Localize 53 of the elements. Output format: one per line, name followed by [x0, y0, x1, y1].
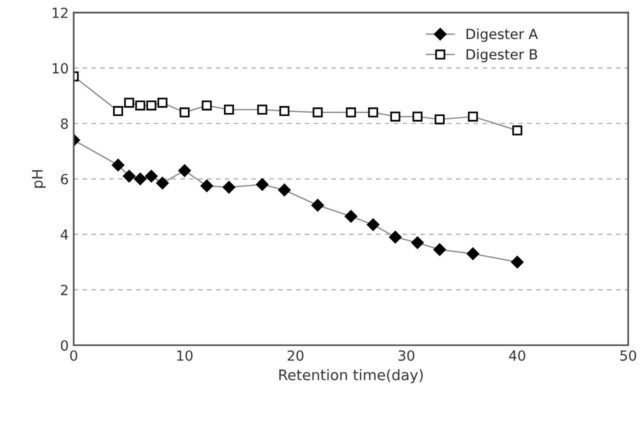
point: [346, 107, 356, 118]
point: [145, 170, 158, 182]
y-tick-label: 4: [60, 230, 68, 240]
point: [156, 176, 169, 190]
point: [344, 210, 358, 223]
point: [124, 98, 134, 108]
point: [178, 164, 191, 177]
point: [279, 106, 290, 116]
point: [256, 178, 268, 191]
x-tick-label: 50: [620, 350, 636, 361]
y-tick-label: 8: [60, 118, 68, 129]
point: [113, 106, 124, 116]
y-tick-label: 0: [60, 340, 68, 351]
x-tick-label: 10: [177, 350, 193, 361]
point: [512, 125, 522, 136]
legend-label: Digester B: [466, 48, 538, 62]
point: [433, 243, 446, 256]
point: [122, 170, 136, 182]
point: [312, 107, 323, 118]
point: [180, 107, 190, 118]
x-tick-label: 0: [70, 350, 78, 361]
point: [411, 236, 424, 249]
point: [112, 158, 124, 172]
point: [389, 230, 402, 244]
point: [135, 100, 146, 110]
point: [466, 248, 480, 260]
point: [278, 184, 291, 196]
point: [157, 98, 168, 108]
point: [366, 218, 380, 231]
point: [390, 112, 400, 122]
point: [222, 181, 236, 194]
point: [134, 172, 146, 186]
point: [224, 104, 234, 115]
x-tick-label: 20: [288, 350, 304, 361]
point: [200, 180, 214, 192]
x-tick-label: 30: [398, 350, 414, 361]
point: [434, 114, 445, 124]
point: [202, 100, 212, 110]
legend-label: Digester A: [466, 28, 538, 42]
x-tick-label: 40: [509, 350, 526, 361]
y-tick-label: 10: [52, 63, 68, 74]
point: [146, 100, 156, 110]
y-tick-label: 12: [52, 8, 68, 18]
point: [311, 199, 324, 212]
y-axis-title: pH: [32, 170, 46, 188]
point: [368, 107, 378, 118]
x-axis-title: Retention time(day): [279, 369, 423, 384]
point: [257, 104, 268, 115]
y-tick-label: 6: [60, 174, 68, 184]
point: [511, 256, 524, 268]
y-tick-label: 2: [61, 284, 68, 296]
point: [412, 112, 422, 122]
point: [468, 112, 478, 122]
